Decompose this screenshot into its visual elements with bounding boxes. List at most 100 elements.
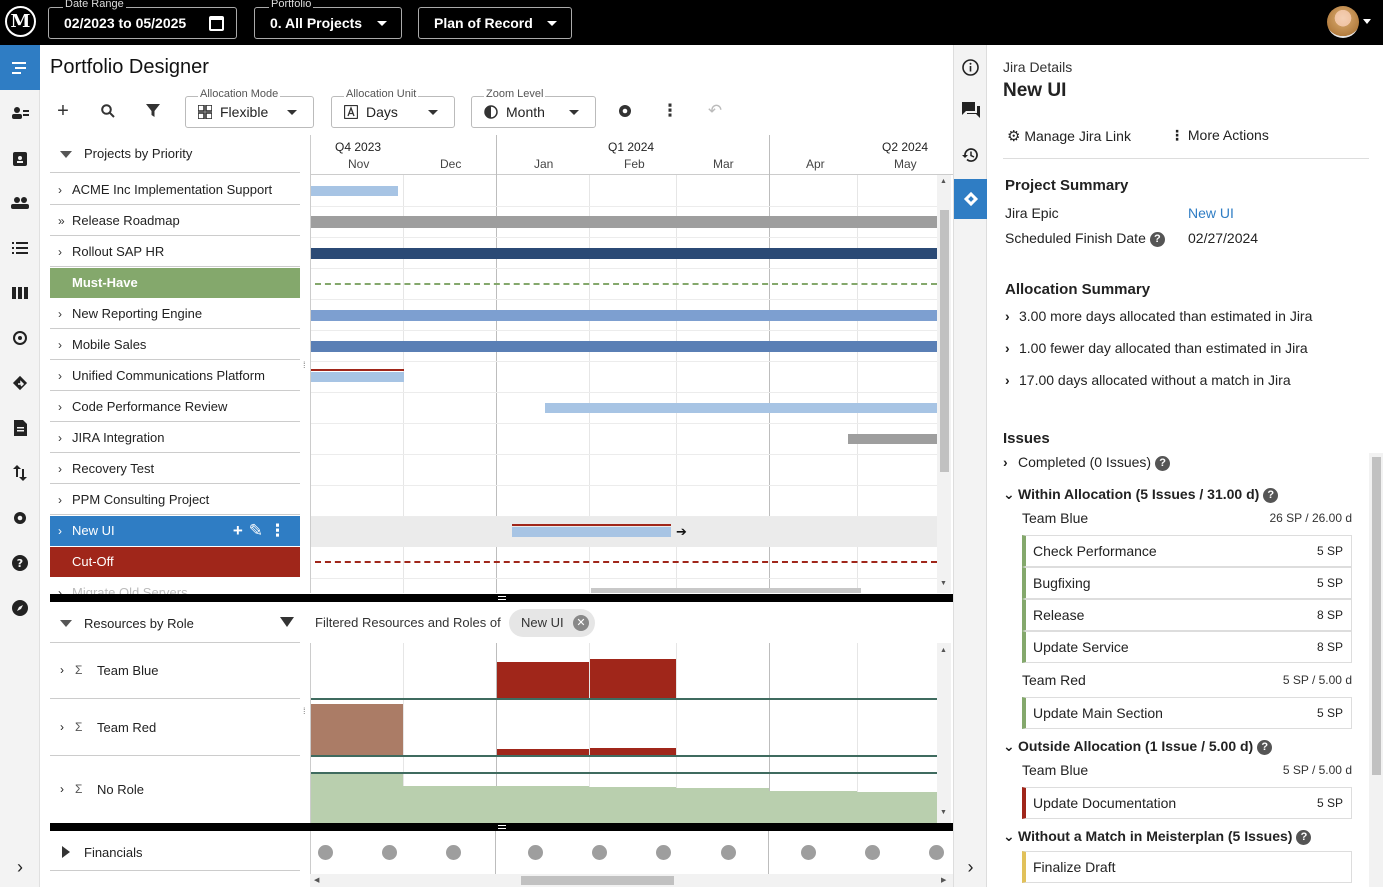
resources-by-role-header[interactable]: Resources by Role bbox=[50, 604, 300, 643]
user-avatar[interactable] bbox=[1327, 6, 1359, 38]
filter-chip[interactable]: New UI ✕ bbox=[509, 609, 595, 637]
history-icon[interactable] bbox=[954, 135, 987, 175]
dependency-arrow-icon[interactable]: ➔ bbox=[676, 524, 687, 539]
chevron-down-icon[interactable] bbox=[1363, 19, 1371, 24]
meisterplan-logo[interactable]: M bbox=[5, 6, 36, 37]
issue-card[interactable]: Check Performance 5 SP bbox=[1022, 535, 1352, 567]
double-chevron-right-icon[interactable]: » bbox=[58, 214, 65, 228]
histogram-bar-team-blue[interactable] bbox=[497, 662, 589, 698]
gantt-bar-acme[interactable] bbox=[311, 186, 398, 196]
chevron-right-icon[interactable]: › bbox=[60, 720, 64, 734]
project-row[interactable]: › Rollout SAP HR bbox=[50, 237, 300, 267]
histogram-area-no-role[interactable] bbox=[589, 787, 676, 823]
add-icon[interactable]: + bbox=[57, 100, 69, 122]
undo-icon[interactable]: ↶ bbox=[707, 101, 723, 120]
help-icon[interactable]: ? bbox=[1257, 739, 1273, 755]
issue-card[interactable]: Bugfixing 5 SP bbox=[1022, 567, 1352, 599]
gantt-bar-jira-integration[interactable] bbox=[848, 434, 937, 444]
resource-row[interactable]: › Σ No Role bbox=[50, 757, 300, 823]
more-actions-button[interactable]: ⋮ More Actions bbox=[1170, 127, 1269, 144]
gantt-bar-unified-comm[interactable] bbox=[311, 372, 404, 382]
resource-vertical-scrollbar[interactable]: ▲ ▼ bbox=[937, 643, 951, 823]
chevron-right-icon[interactable]: › bbox=[58, 524, 62, 538]
comments-icon[interactable] bbox=[954, 90, 987, 130]
histogram-area-no-role[interactable] bbox=[676, 788, 769, 823]
panel-divider[interactable] bbox=[50, 594, 953, 602]
project-row[interactable]: › Mobile Sales bbox=[50, 330, 300, 360]
chevron-right-icon[interactable]: › bbox=[58, 462, 62, 476]
nav-portfolio-designer[interactable] bbox=[0, 45, 40, 90]
nav-list-icon[interactable] bbox=[0, 225, 40, 270]
project-row[interactable]: › Recovery Test bbox=[50, 454, 300, 484]
chevron-right-icon[interactable]: › bbox=[58, 400, 62, 414]
allocation-summary-item[interactable]: › 17.00 days allocated without a match in… bbox=[1005, 372, 1291, 388]
scroll-thumb[interactable] bbox=[940, 210, 949, 472]
chevron-right-icon[interactable]: › bbox=[60, 782, 64, 796]
scroll-down-icon[interactable]: ▼ bbox=[940, 580, 947, 587]
resize-handle-icon[interactable]: ⁞ bbox=[303, 706, 306, 716]
histogram-area-no-role[interactable] bbox=[857, 792, 937, 823]
gantt-bar-mobile-sales[interactable] bbox=[311, 341, 937, 352]
financial-indicator-dot[interactable] bbox=[865, 845, 880, 860]
gantt-bar-release-roadmap[interactable] bbox=[311, 216, 937, 228]
edit-pencil-icon[interactable]: ✎ bbox=[248, 521, 269, 540]
filter-icon[interactable] bbox=[280, 617, 294, 627]
gantt-bar-rollout-sap[interactable] bbox=[311, 248, 937, 259]
details-scrollbar[interactable] bbox=[1369, 453, 1383, 887]
gantt-bar-migrate[interactable] bbox=[591, 588, 861, 593]
allocation-mode-select[interactable]: Allocation Mode Flexible bbox=[185, 88, 314, 128]
more-vertical-icon[interactable]: ⋮ bbox=[661, 101, 679, 120]
allocation-summary-item[interactable]: › 3.00 more days allocated than estimated… bbox=[1005, 308, 1312, 324]
histogram-area-no-role[interactable] bbox=[403, 786, 497, 823]
date-range-picker[interactable]: Date Range 02/2023 to 05/2025 bbox=[48, 0, 237, 39]
issue-card[interactable]: Release 8 SP bbox=[1022, 599, 1352, 631]
cut-off-marker-row[interactable]: Cut-Off bbox=[50, 547, 300, 577]
histogram-area-no-role[interactable] bbox=[311, 774, 403, 823]
chevron-right-icon[interactable]: › bbox=[58, 586, 62, 595]
gantt-bar-new-ui[interactable] bbox=[512, 527, 671, 537]
financial-indicator-dot[interactable] bbox=[592, 845, 607, 860]
portfolio-select[interactable]: Portfolio 0. All Projects bbox=[254, 0, 402, 39]
histogram-bar-team-red[interactable] bbox=[311, 704, 403, 756]
nav-gear-icon[interactable] bbox=[0, 495, 40, 540]
chevron-right-icon[interactable]: › bbox=[58, 245, 62, 259]
zoom-level-select[interactable]: Zoom Level Month bbox=[471, 88, 596, 128]
jira-icon[interactable] bbox=[954, 179, 987, 219]
scroll-thumb[interactable] bbox=[521, 876, 674, 885]
nav-target-icon[interactable] bbox=[0, 315, 40, 360]
project-row[interactable]: › Unified Communications Platform bbox=[50, 361, 300, 391]
collapse-triangle-icon[interactable] bbox=[60, 151, 72, 158]
scroll-up-icon[interactable]: ▲ bbox=[940, 178, 947, 185]
financial-indicator-dot[interactable] bbox=[801, 845, 816, 860]
scroll-up-icon[interactable]: ▲ bbox=[940, 647, 947, 654]
completed-group-toggle[interactable]: › Completed (0 Issues)? bbox=[1003, 454, 1171, 471]
project-row-selected[interactable]: › New UI +✎⋮ bbox=[50, 516, 300, 546]
chevron-right-icon[interactable]: › bbox=[58, 369, 62, 383]
issue-card[interactable]: Finalize Draft bbox=[1022, 851, 1352, 883]
chevron-right-icon[interactable]: › bbox=[58, 307, 62, 321]
info-icon[interactable] bbox=[954, 47, 987, 87]
help-icon[interactable]: ? bbox=[1155, 455, 1171, 471]
help-icon[interactable]: ? bbox=[1296, 829, 1312, 845]
project-row[interactable]: › New Reporting Engine bbox=[50, 299, 300, 329]
financial-indicator-dot[interactable] bbox=[929, 845, 944, 860]
must-have-marker-row[interactable]: Must-Have bbox=[50, 268, 300, 298]
financial-indicator-dot[interactable] bbox=[528, 845, 543, 860]
projects-by-priority-header[interactable]: Projects by Priority bbox=[50, 135, 300, 173]
scroll-down-icon[interactable]: ▼ bbox=[940, 809, 947, 816]
project-row[interactable]: › Code Performance Review bbox=[50, 392, 300, 422]
settings-gear-icon[interactable] bbox=[612, 98, 638, 124]
without-match-group-toggle[interactable]: ⌄ Without a Match in Meisterplan (5 Issue… bbox=[1003, 828, 1312, 845]
drag-grip-icon[interactable] bbox=[498, 596, 506, 600]
horizontal-scrollbar[interactable]: ◀ ▶ bbox=[310, 874, 953, 887]
project-row[interactable]: › Migrate Old Servers bbox=[50, 578, 300, 595]
resource-row[interactable]: › Σ Team Red bbox=[50, 700, 300, 756]
chevron-right-icon[interactable]: › bbox=[60, 663, 64, 677]
collapse-triangle-icon[interactable] bbox=[60, 620, 72, 627]
financial-indicator-dot[interactable] bbox=[721, 845, 736, 860]
nav-roadmap-icon[interactable] bbox=[0, 360, 40, 405]
histogram-bar-team-blue[interactable] bbox=[590, 659, 676, 698]
issue-card[interactable]: Update Main Section 5 SP bbox=[1022, 697, 1352, 729]
histogram-area-no-role[interactable] bbox=[769, 791, 857, 823]
nav-people-icon[interactable] bbox=[0, 180, 40, 225]
